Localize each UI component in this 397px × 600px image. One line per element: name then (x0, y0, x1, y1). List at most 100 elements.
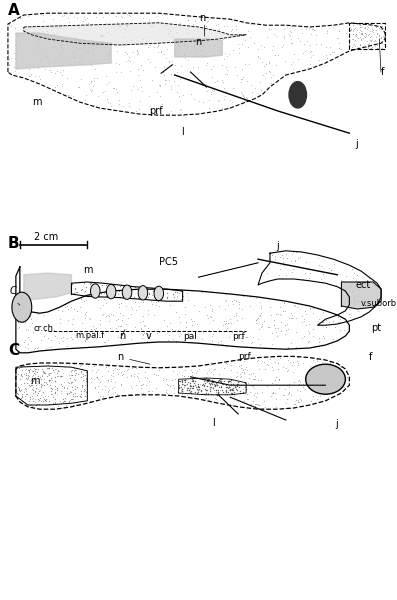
Point (258, 41, 264, 50)
Point (82, 287, 89, 296)
Point (117, 292, 123, 302)
Point (34, 376, 40, 386)
Point (177, 286, 184, 296)
Point (233, 22, 239, 31)
Point (268, 328, 275, 338)
Point (71, 284, 78, 293)
Point (214, 388, 221, 397)
Point (224, 22, 231, 31)
Point (301, 314, 307, 323)
Point (210, 85, 216, 94)
Point (40, 377, 47, 387)
Point (46, 368, 52, 378)
Point (90, 49, 96, 58)
Point (333, 367, 339, 376)
Point (35, 364, 41, 374)
Point (266, 25, 272, 34)
Point (64, 333, 70, 343)
Point (297, 386, 304, 396)
Point (72, 375, 78, 385)
Point (78, 285, 84, 295)
Point (54, 359, 61, 369)
Point (6, 54, 12, 64)
Point (155, 296, 162, 305)
Point (346, 39, 353, 49)
Point (116, 99, 123, 109)
Point (34, 343, 40, 353)
Point (255, 376, 261, 385)
Point (70, 32, 77, 41)
Point (27, 70, 34, 79)
Point (305, 62, 311, 72)
Point (172, 287, 178, 297)
Point (80, 376, 87, 385)
Point (305, 273, 312, 283)
Point (125, 19, 131, 29)
Point (172, 60, 179, 70)
Point (247, 32, 253, 42)
Point (81, 296, 87, 306)
Point (345, 31, 352, 41)
Point (148, 386, 155, 395)
Point (190, 41, 197, 51)
Point (164, 289, 170, 298)
Point (45, 370, 51, 379)
Point (79, 44, 85, 53)
Point (125, 10, 132, 20)
Point (139, 65, 146, 74)
Point (329, 47, 335, 57)
Point (46, 375, 53, 385)
Point (136, 287, 142, 297)
Point (208, 87, 214, 97)
Point (367, 32, 374, 42)
Point (125, 290, 131, 299)
Point (310, 355, 316, 364)
Point (23, 24, 30, 34)
Point (299, 358, 306, 368)
Point (70, 43, 76, 52)
Point (230, 385, 236, 395)
Point (92, 64, 98, 74)
Point (85, 79, 92, 89)
Point (235, 48, 242, 58)
Point (376, 31, 382, 40)
Point (125, 364, 131, 374)
Point (89, 283, 96, 292)
Point (176, 368, 183, 377)
Point (210, 61, 216, 71)
Point (32, 387, 38, 397)
Point (139, 333, 145, 343)
Point (167, 296, 173, 306)
Point (118, 380, 125, 389)
Point (373, 26, 380, 35)
Point (71, 365, 78, 375)
Point (207, 382, 214, 391)
Point (118, 11, 124, 21)
Point (360, 41, 366, 51)
Point (125, 389, 132, 398)
Point (127, 56, 133, 66)
Point (202, 80, 208, 89)
Point (300, 383, 306, 392)
Point (110, 371, 116, 381)
Point (213, 20, 220, 29)
Point (219, 374, 225, 384)
Point (302, 268, 308, 277)
Point (134, 49, 141, 59)
Point (52, 68, 58, 78)
Point (266, 354, 273, 364)
Point (300, 48, 306, 58)
Point (212, 380, 218, 389)
Point (273, 31, 279, 41)
Point (96, 283, 103, 292)
Point (15, 389, 21, 398)
Point (314, 354, 321, 364)
Point (370, 25, 377, 34)
Point (154, 370, 161, 380)
Point (218, 377, 225, 386)
Point (292, 256, 299, 266)
Point (312, 380, 318, 389)
Point (138, 61, 144, 70)
Point (154, 42, 160, 52)
Point (297, 395, 303, 404)
